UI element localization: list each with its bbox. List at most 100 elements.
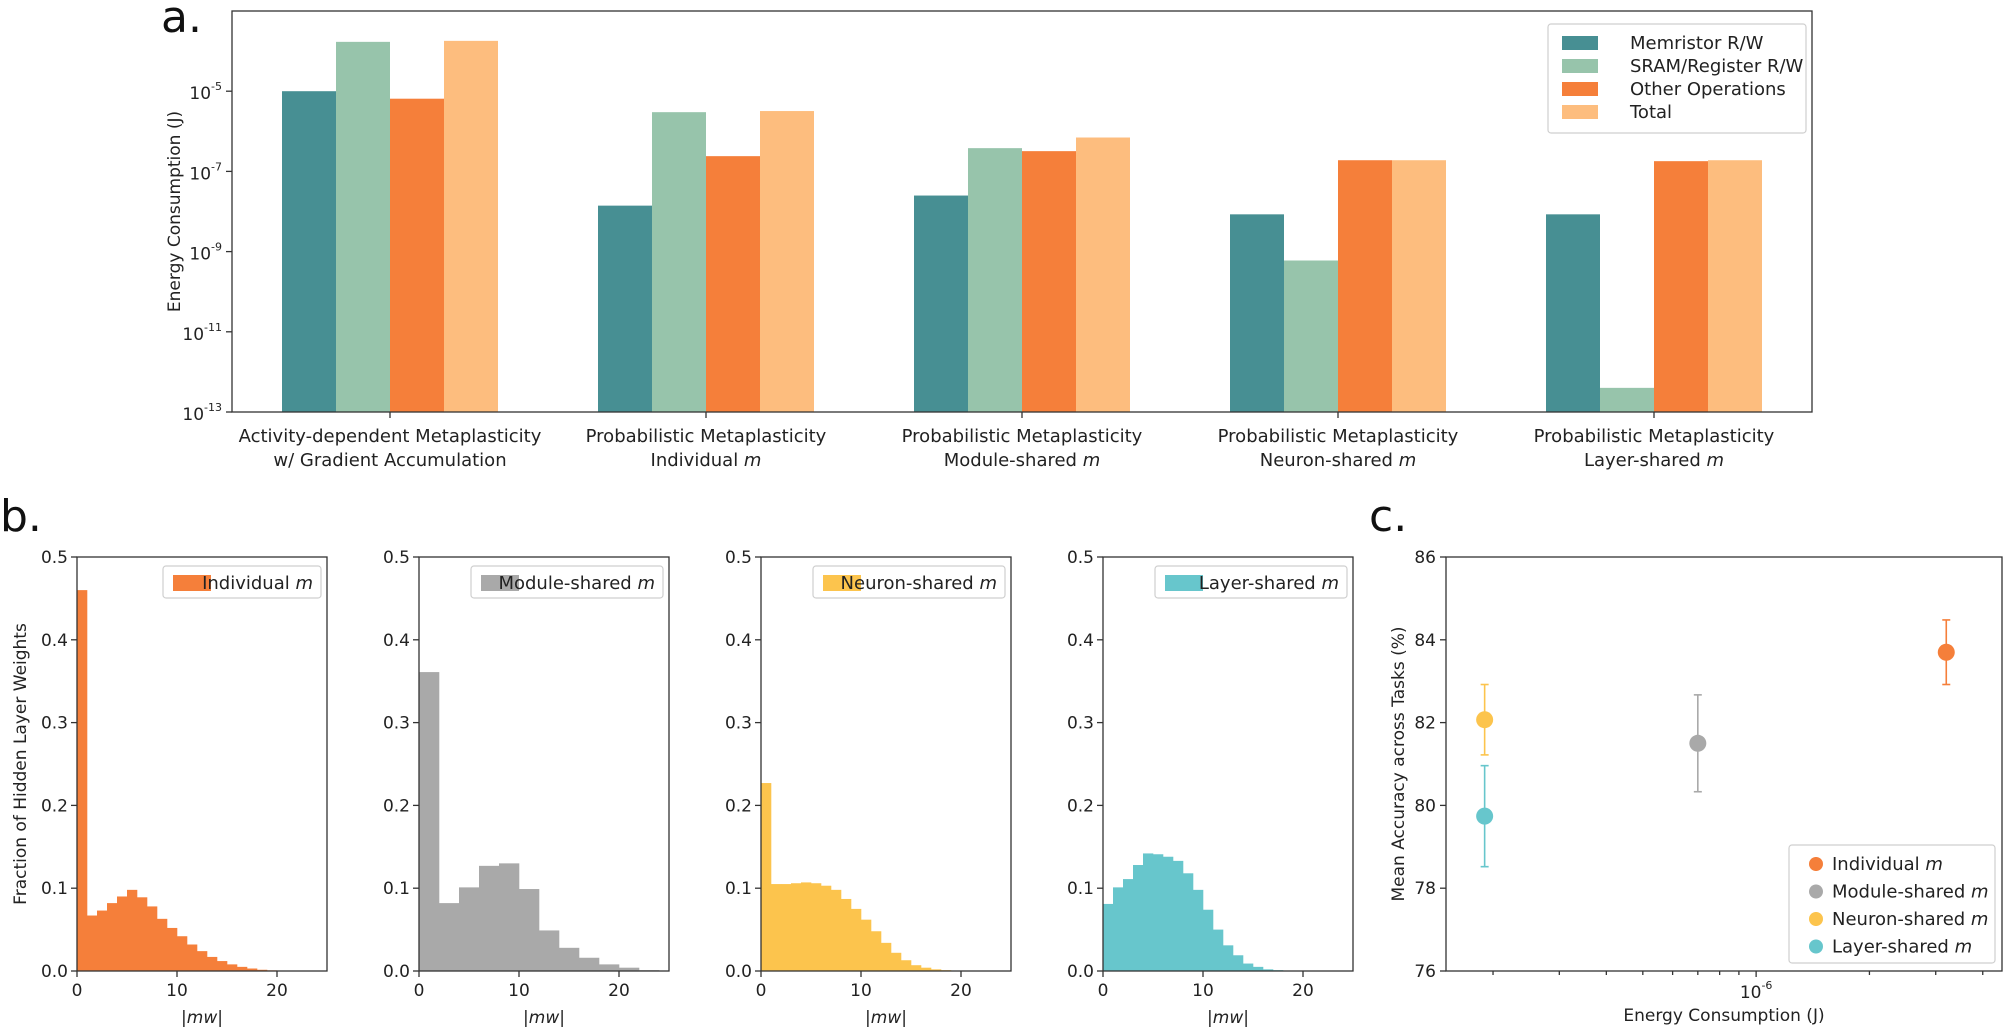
x-tick-label: 20 [1292, 981, 1314, 1001]
y-tick-label: 0.1 [1067, 879, 1094, 899]
category-label: Probabilistic Metaplasticity [902, 426, 1143, 447]
y-tick-label-base: 10 [189, 245, 211, 265]
x-axis-label: |mw| [1207, 1008, 1249, 1028]
category-label-line2: Layer-shared m [1584, 450, 1724, 471]
histogram-bar [771, 884, 782, 971]
y-tick-label-exp: -9 [211, 241, 222, 254]
histogram-bar [459, 887, 480, 971]
histogram-bar [1113, 887, 1124, 971]
histogram-bar [1123, 879, 1134, 971]
histogram-bar [791, 883, 802, 971]
legend-text: Module-shared [1832, 882, 1971, 903]
y-tick-label: 78 [1414, 879, 1436, 899]
legend-text: Neuron-shared [1832, 909, 1971, 930]
legend-label: Module-shared m [1832, 882, 1989, 903]
bar-memristor-1 [598, 205, 652, 412]
legend-label: Other Operations [1630, 79, 1786, 100]
y-tick-label: 0.0 [383, 962, 410, 982]
legend-label: Individual m [202, 573, 313, 594]
data-point-individual [1937, 643, 1955, 661]
histogram-bar [1173, 860, 1184, 971]
legend-swatch [481, 575, 519, 591]
category-italic: m [1399, 450, 1417, 471]
legend-italic: m [979, 573, 997, 594]
category-label-line2: Module-shared m [944, 450, 1101, 471]
y-tick-label: 0.3 [1067, 714, 1094, 734]
category-text: Layer-shared [1584, 450, 1707, 471]
bar-sram-3 [1284, 260, 1338, 412]
y-tick-label-base: 10 [189, 164, 211, 184]
x-tick-label: 0 [756, 981, 767, 1001]
legend-label: Module-shared m [498, 573, 655, 594]
panel-label-c: c. [1369, 491, 1407, 542]
y-tick-label: 10-13 [182, 401, 222, 425]
data-point-neuron [1476, 711, 1494, 729]
bar-other-2 [1022, 151, 1076, 412]
y-tick-label: 10-11 [182, 321, 222, 345]
histogram-layer: 0.0 0.1 0.2 0.3 0.4 0.5 0 10 20 |mw| Layer-shared … [1067, 548, 1354, 1028]
histogram-bar [439, 903, 460, 971]
x-tick-label: 10-6 [1740, 979, 1773, 1003]
bar-other-1 [706, 156, 760, 412]
histogram-bar [1183, 873, 1194, 971]
legend-marker-individual [1809, 857, 1823, 871]
histogram-bar [811, 883, 822, 971]
bar-other-0 [390, 98, 444, 412]
histogram-bar [901, 960, 912, 971]
y-tick-label-exp: -13 [204, 401, 222, 414]
histogram-bar [599, 964, 620, 971]
y-tick-label: 0.2 [383, 796, 410, 816]
y-tick-label: 82 [1414, 714, 1436, 734]
legend-label: Layer-shared m [1199, 573, 1339, 594]
category-label: Probabilistic Metaplasticity [1218, 426, 1459, 447]
histogram-individual: 0.0 0.1 0.2 0.3 0.4 0.5 0 10 20 |mw| Fraction of H… [11, 548, 328, 1028]
histogram-bar [579, 957, 600, 971]
x-tick-label: 0 [1098, 981, 1109, 1001]
category-italic: m [1083, 450, 1101, 471]
histogram-bar [147, 906, 158, 971]
x-axis-label: Energy Consumption (J) [1623, 1006, 1824, 1026]
legend-italic: m [1925, 854, 1943, 875]
histogram-bar [1233, 955, 1244, 971]
x-tick-label: 20 [608, 981, 630, 1001]
bar-sram-1 [652, 112, 706, 413]
category-text: Neuron-shared [1260, 450, 1399, 471]
legend: Layer-shared m [1154, 565, 1348, 599]
y-tick-label: 84 [1414, 631, 1436, 651]
bar-memristor-0 [282, 91, 336, 412]
y-tick-label: 0.0 [1067, 962, 1094, 982]
plot-frame [418, 556, 670, 972]
legend-swatch-total [1562, 105, 1598, 119]
data-point-layer [1476, 807, 1494, 825]
histogram-bar [499, 863, 520, 971]
histogram-bar [419, 672, 440, 971]
histogram-bar [519, 889, 540, 971]
panel-label-a: a. [161, 0, 202, 43]
plot-frame [760, 556, 1012, 972]
y-tick-label: 0.2 [725, 796, 752, 816]
legend-italic: m [295, 573, 313, 594]
histogram-bar [801, 882, 812, 971]
bar-memristor-4 [1546, 214, 1600, 412]
legend-text: Layer-shared [1832, 937, 1955, 958]
histogram-bar [1243, 963, 1254, 971]
histogram-bar [1203, 909, 1214, 971]
x-tick-label-exp: -6 [1761, 979, 1772, 992]
y-tick-label: 0.1 [383, 879, 410, 899]
y-tick-label: 0.3 [383, 714, 410, 734]
histogram-bar [207, 956, 218, 971]
x-tick-label: 10 [166, 981, 188, 1001]
plot-frame [76, 556, 328, 972]
bar-total-1 [760, 111, 814, 412]
legend-swatch [173, 575, 211, 591]
x-tick-label: 20 [950, 981, 972, 1001]
legend-text: Layer-shared [1199, 573, 1322, 594]
x-tick-label: 10 [508, 981, 530, 1001]
bar-other-4 [1654, 161, 1708, 412]
histogram-bar [1193, 889, 1204, 971]
x-axis-label-text: |mw| [523, 1008, 565, 1028]
legend: Neuron-shared m [812, 565, 1006, 599]
bar-total-2 [1076, 137, 1130, 412]
histogram-bar [861, 919, 872, 971]
